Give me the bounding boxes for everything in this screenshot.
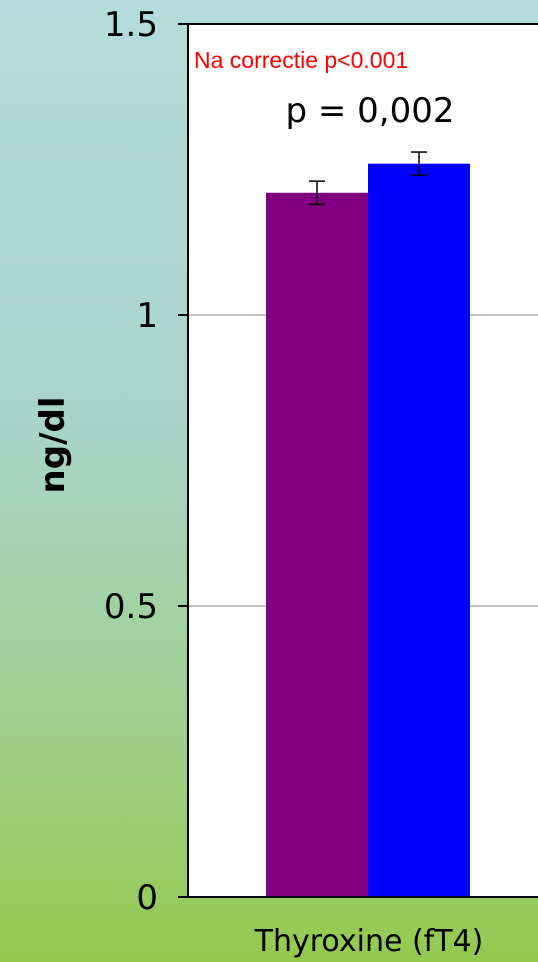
y-tick-label: 0.5	[104, 587, 158, 627]
bar-series-2	[368, 163, 470, 897]
y-tick-label: 1.5	[104, 5, 158, 45]
error-bars	[309, 151, 427, 206]
annotation-corrected-p: Na correctie p<0.001	[194, 47, 408, 73]
y-ticks: 0 0.5 1 1.5	[104, 5, 188, 918]
y-tick-label: 0	[136, 878, 158, 918]
y-tick-label: 1	[136, 296, 158, 336]
bar-series-1	[266, 192, 368, 897]
annotation-p-value: p = 0,002	[285, 91, 454, 131]
x-category-label: Thyroxine (fT4)	[254, 924, 484, 959]
bars	[266, 163, 470, 897]
y-axis-label: ng/dl	[33, 397, 73, 494]
